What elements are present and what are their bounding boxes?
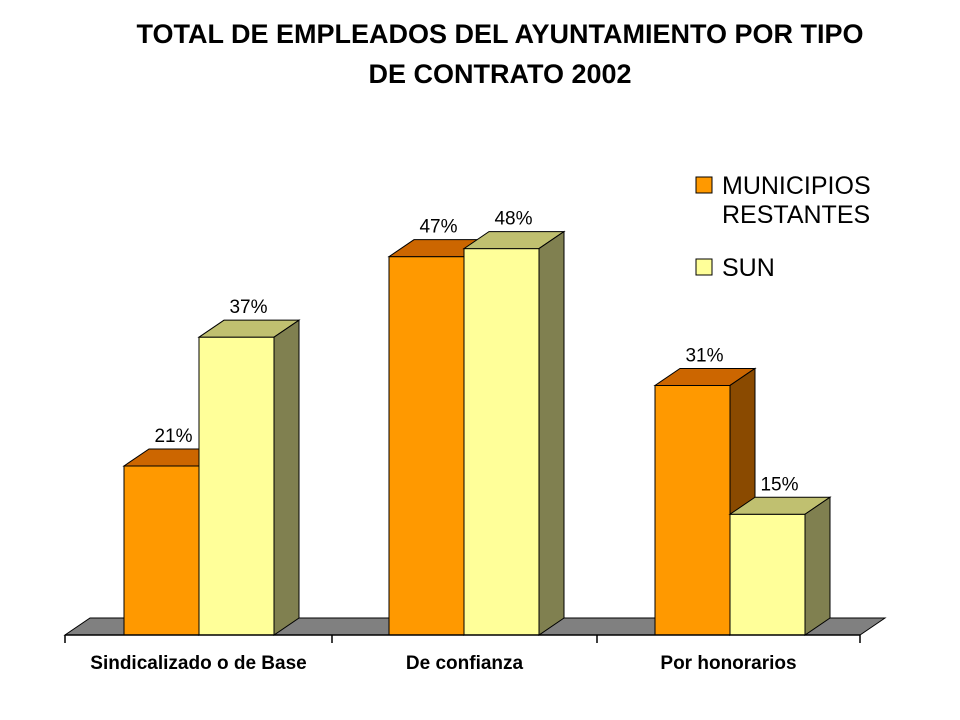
bar-front-2-0: [654, 384, 731, 636]
data-label-0-0: 21%: [154, 426, 192, 447]
legend-swatch-1: [695, 258, 713, 276]
bar-2-0: [653, 367, 757, 636]
legend-label-1-line-0: SUN: [722, 254, 775, 282]
x-tick-label-1: De confianza: [406, 653, 524, 674]
legend-label-1: SUN: [722, 254, 775, 282]
data-label-2-1: 15%: [760, 474, 798, 495]
chart-title-line-2: DE CONTRATO 2002: [368, 59, 632, 89]
data-label-0-1: 37%: [229, 297, 267, 318]
x-tick-label-2: Por honorarios: [660, 653, 796, 674]
bar-front-2-1: [729, 513, 806, 636]
bar-side-1-1: [538, 230, 565, 636]
bar-side-0-1: [273, 319, 300, 636]
bar-1-1: [462, 230, 566, 636]
legend-label-0-line-1: RESTANTES: [722, 201, 870, 229]
bar-front-0-0: [123, 465, 200, 636]
bar-front-1-1: [463, 248, 540, 636]
bar-front-0-1: [198, 336, 275, 636]
bar-0-1: [197, 319, 301, 636]
legend-swatch-0: [695, 176, 713, 194]
legend-label-0-line-0: MUNICIPIOS: [722, 172, 871, 200]
chart-bars: [122, 230, 832, 636]
legend-label-0: MUNICIPIOS RESTANTES: [722, 172, 871, 229]
legend: MUNICIPIOS RESTANTES SUN: [695, 172, 871, 282]
bar-2-1: [728, 496, 832, 636]
x-tick-label-0: Sindicalizado o de Base: [90, 653, 306, 674]
data-label-1-1: 48%: [494, 209, 532, 230]
chart-title: TOTAL DE EMPLEADOS DEL AYUNTAMIENTO POR …: [40, 14, 960, 94]
bar-front-1-0: [388, 256, 465, 636]
category-axis: Sindicalizado o de Base De confianza Por h…: [64, 634, 861, 674]
data-labels: 21% 37% 47% 48% 31% 15%: [154, 209, 798, 496]
bar-side-2-1: [804, 496, 831, 636]
data-label-2-0: 31%: [685, 345, 723, 366]
data-label-1-0: 47%: [419, 217, 457, 238]
chart-title-line-1: TOTAL DE EMPLEADOS DEL AYUNTAMIENTO POR …: [136, 19, 864, 49]
